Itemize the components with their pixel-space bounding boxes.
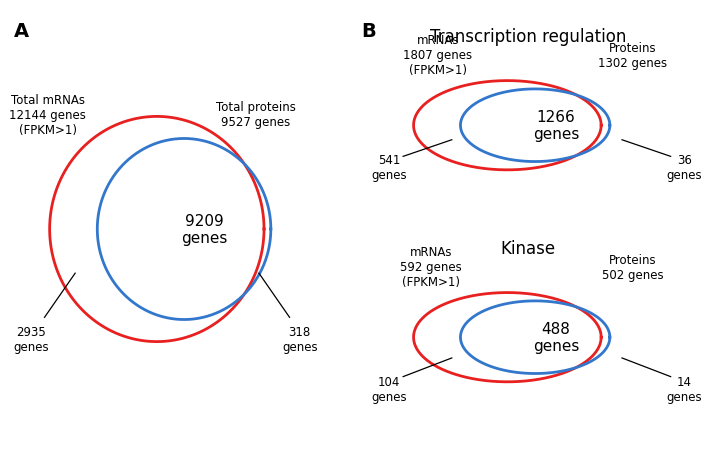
Text: Proteins
1302 genes: Proteins 1302 genes [598, 42, 667, 69]
Text: Transcription regulation: Transcription regulation [430, 28, 626, 46]
Text: 1266
genes: 1266 genes [532, 110, 579, 142]
Text: B: B [362, 22, 376, 41]
Text: 104
genes: 104 genes [372, 375, 407, 403]
Text: 36
genes: 36 genes [666, 153, 703, 181]
Text: 9209
genes: 9209 genes [182, 213, 228, 246]
Text: 318
genes: 318 genes [282, 326, 318, 353]
Text: 14
genes: 14 genes [666, 375, 703, 403]
Text: 2935
genes: 2935 genes [13, 326, 49, 353]
Text: Kinase: Kinase [501, 240, 556, 257]
Text: 488
genes: 488 genes [532, 321, 579, 353]
Text: Proteins
502 genes: Proteins 502 genes [602, 253, 663, 281]
Text: Total mRNAs
12144 genes
(FPKM>1): Total mRNAs 12144 genes (FPKM>1) [9, 94, 86, 136]
Text: A: A [14, 22, 29, 41]
Text: mRNAs
1807 genes
(FPKM>1): mRNAs 1807 genes (FPKM>1) [403, 34, 472, 77]
Text: mRNAs
592 genes
(FPKM>1): mRNAs 592 genes (FPKM>1) [400, 246, 462, 289]
Text: Total proteins
9527 genes: Total proteins 9527 genes [216, 101, 296, 129]
Text: 541
genes: 541 genes [372, 153, 407, 181]
